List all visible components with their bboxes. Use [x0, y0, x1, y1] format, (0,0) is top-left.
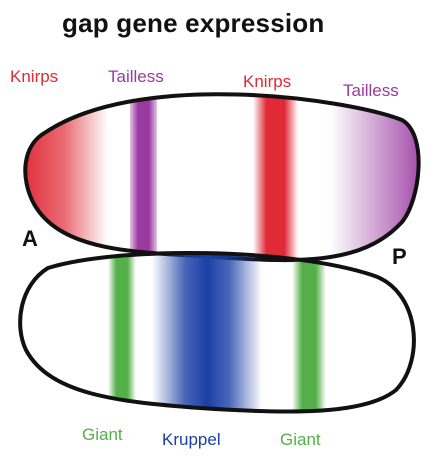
- bottom-embryo-outline: [18, 250, 416, 414]
- kruppel-band: [152, 252, 262, 412]
- label-giant-posterior: Giant: [280, 430, 321, 449]
- label-giant-anterior: Giant: [82, 425, 123, 444]
- bottom-embryo-bands: [108, 252, 326, 412]
- label-knirps-posterior: Knirps: [243, 72, 292, 91]
- tailless-posterior-band: [330, 94, 419, 261]
- label-tailless-anterior: Tailless: [108, 67, 164, 86]
- label-kruppel: Kruppel: [162, 430, 221, 449]
- giant-posterior-band: [292, 252, 326, 412]
- diagram-title: gap gene expression: [62, 8, 325, 38]
- knirps-posterior-band: [253, 94, 298, 261]
- giant-anterior-band: [108, 252, 136, 412]
- label-tailless-posterior: Tailless: [343, 81, 399, 100]
- top-embryo-outline: [23, 92, 421, 263]
- posterior-label: P: [392, 244, 407, 269]
- label-knirps-anterior: Knirps: [10, 67, 59, 86]
- anterior-label: A: [22, 226, 38, 251]
- tailless-anterior-band: [130, 94, 157, 261]
